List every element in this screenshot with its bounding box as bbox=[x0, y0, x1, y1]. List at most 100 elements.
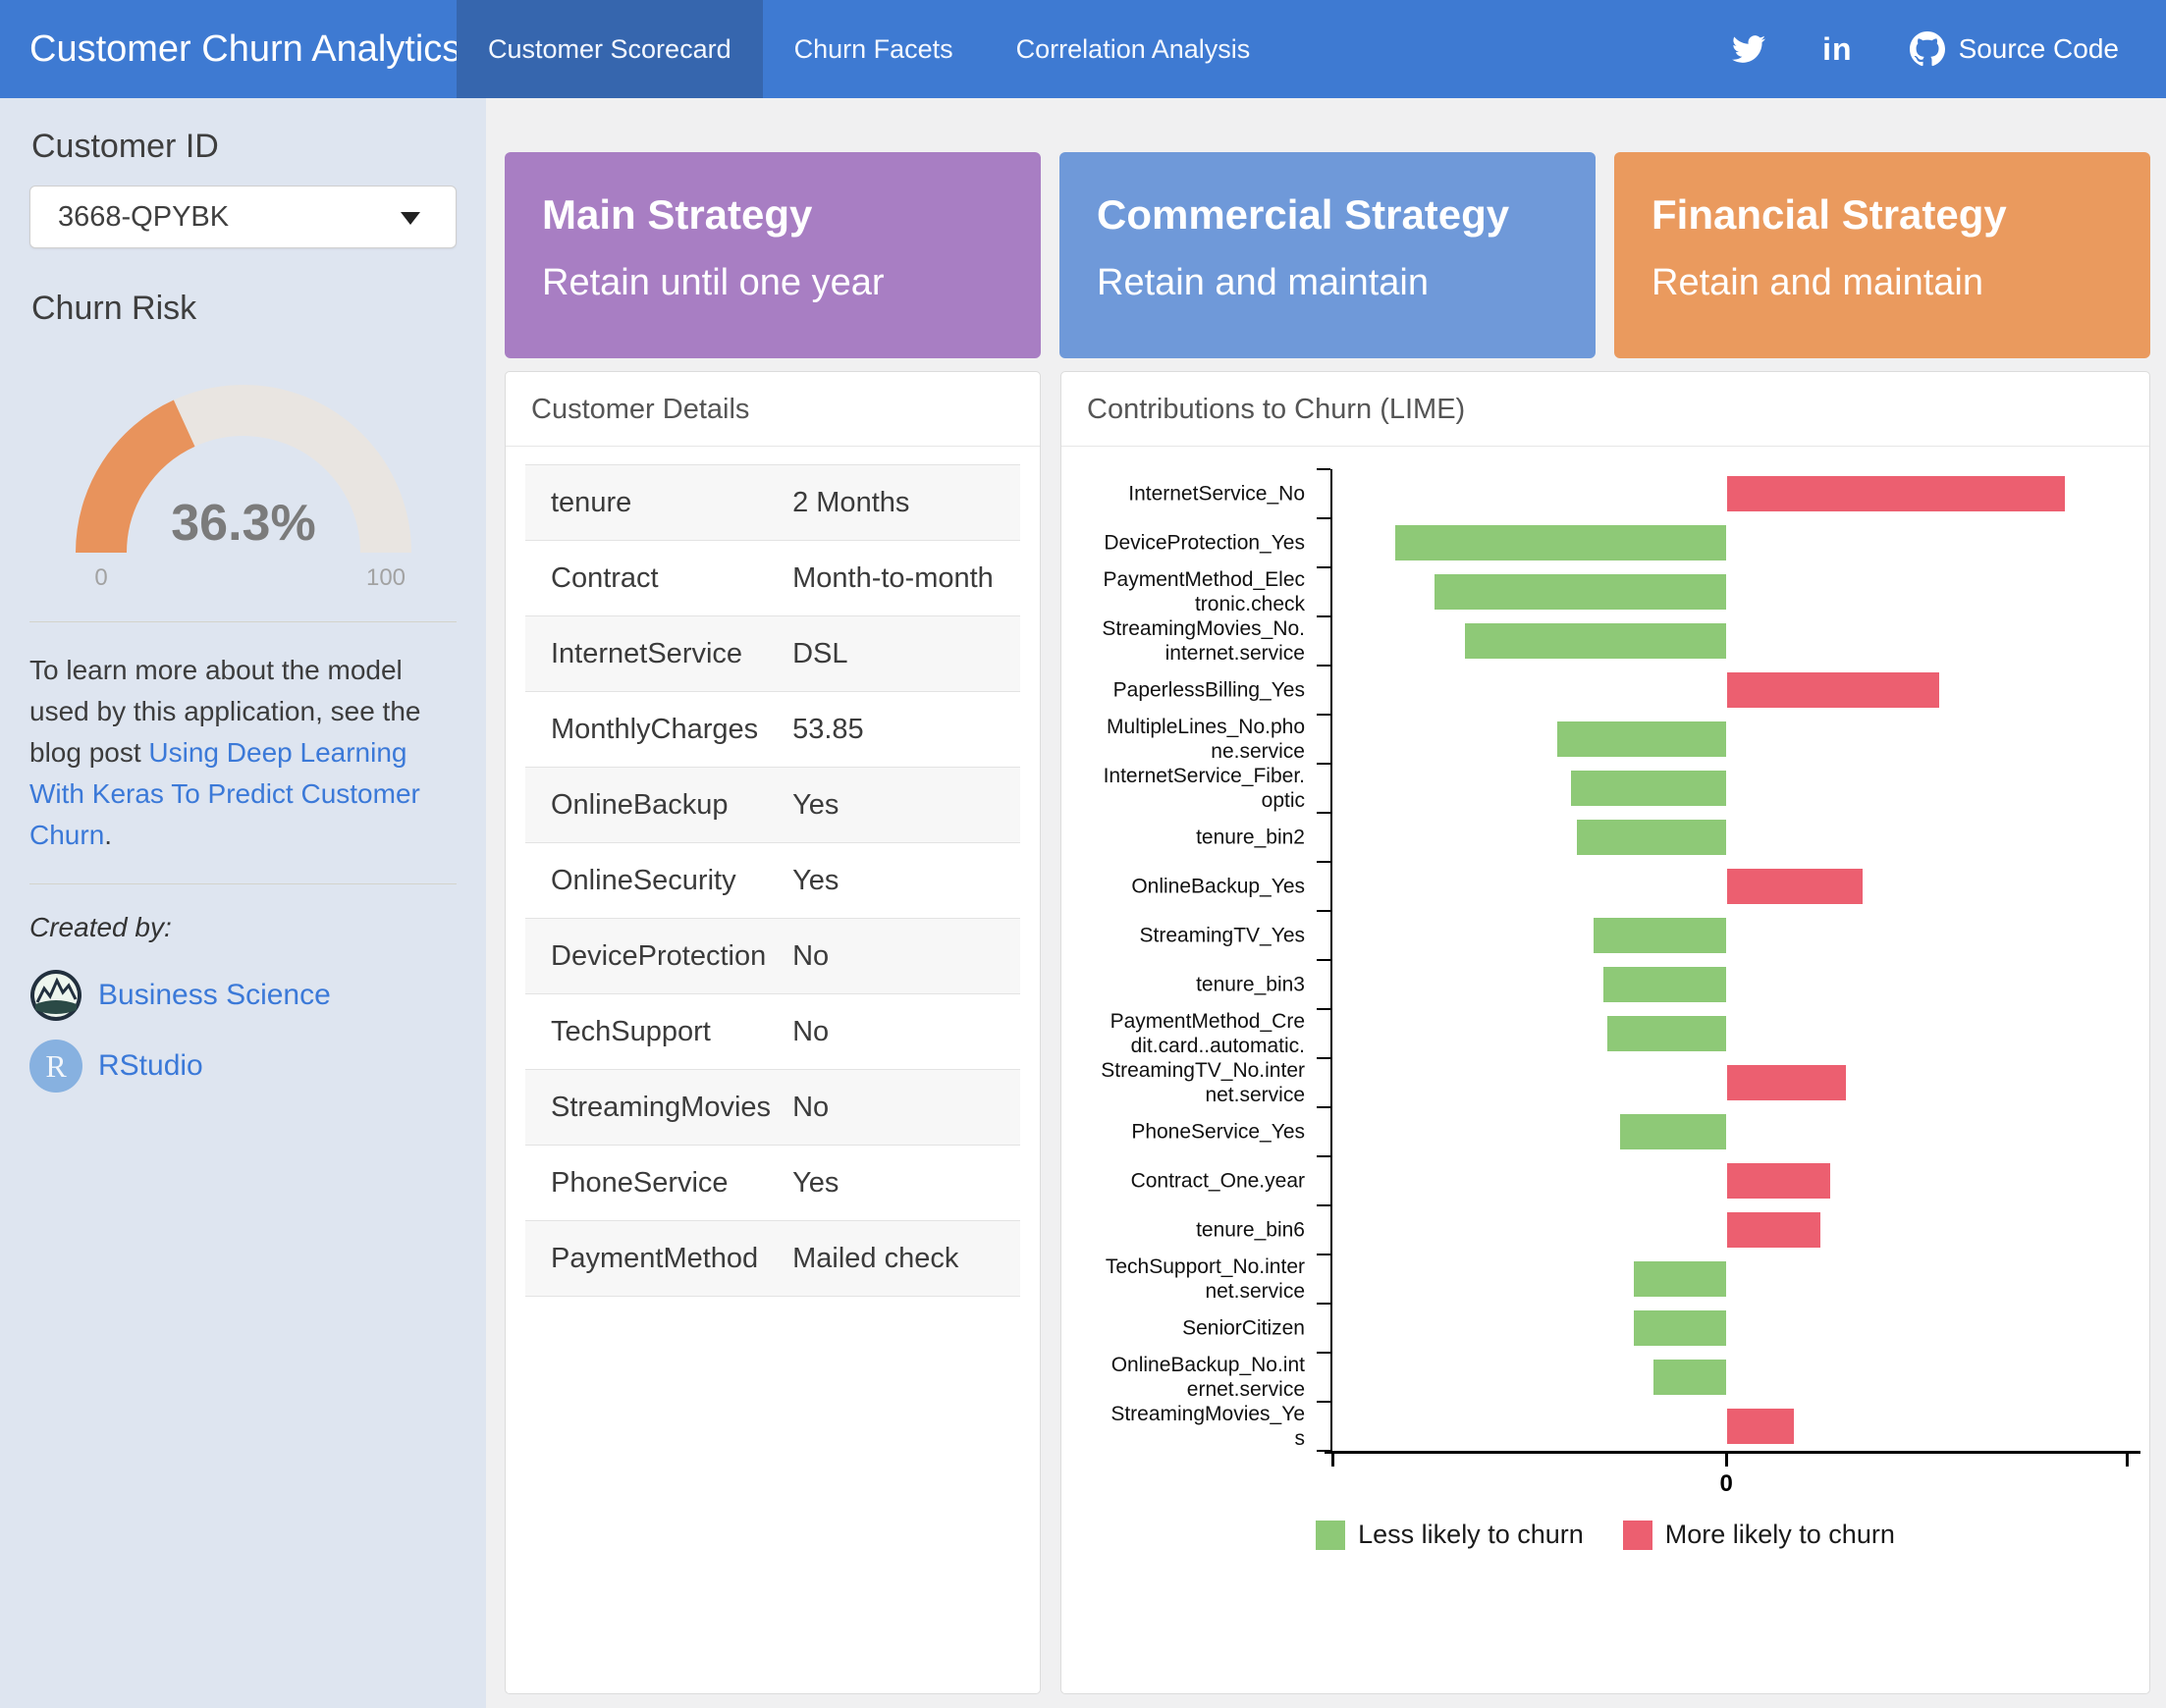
table-row-paymentmethod: PaymentMethod Mailed check bbox=[525, 1220, 1020, 1297]
customer-id-select[interactable]: 3668-QPYBK bbox=[29, 186, 457, 248]
twitter-link[interactable] bbox=[1732, 32, 1766, 66]
source-code-link[interactable]: Source Code bbox=[1909, 31, 2119, 67]
linkedin-icon: in bbox=[1822, 30, 1853, 67]
navbar-tabs: Customer Scorecard Churn Facets Correlatio… bbox=[457, 0, 1281, 98]
y-axis-tick bbox=[1317, 468, 1330, 470]
category-label-tenure-bin6: tenure_bin6 bbox=[1196, 1218, 1305, 1242]
field-value: No bbox=[792, 1015, 830, 1047]
business-science-link[interactable]: Business Science bbox=[98, 979, 331, 1011]
field-name: MonthlyCharges bbox=[551, 713, 759, 745]
about-text-before: To learn more about the model used by th… bbox=[29, 655, 421, 768]
category-label-phoneservice-yes: PhoneService_Yes bbox=[1131, 1120, 1305, 1144]
card-subtitle: Retain and maintain bbox=[1097, 262, 1429, 303]
panels-row: Customer Details tenure 2 Months Contract M… bbox=[505, 371, 2150, 1694]
y-axis-tick bbox=[1317, 566, 1330, 568]
bar-paymentmethod-electronic-check bbox=[1435, 574, 1727, 610]
blog-post-link[interactable]: Using Deep Learning With Keras To Predic… bbox=[29, 737, 420, 850]
source-code-label: Source Code bbox=[1958, 33, 2119, 64]
category-label-streamingtv-yes: StreamingTV_Yes bbox=[1139, 924, 1305, 947]
card-subtitle: Retain until one year bbox=[542, 262, 885, 303]
card-subtitle: Retain and maintain bbox=[1652, 262, 1983, 303]
gauge-min-label: 0 bbox=[94, 564, 107, 589]
y-axis-tick bbox=[1317, 763, 1330, 765]
table-row-phoneservice: PhoneService Yes bbox=[525, 1145, 1020, 1221]
about-text: To learn more about the model used by th… bbox=[29, 650, 457, 856]
field-name: TechSupport bbox=[551, 1015, 711, 1047]
field-name: PaymentMethod bbox=[551, 1242, 759, 1274]
y-axis bbox=[1330, 469, 1332, 1451]
bar-streamingmovies-no-internet-service bbox=[1464, 623, 1727, 659]
tab-customer-scorecard[interactable]: Customer Scorecard bbox=[457, 0, 763, 98]
y-axis-tick bbox=[1317, 714, 1330, 716]
y-axis-tick bbox=[1317, 517, 1330, 519]
table-row-tenure: tenure 2 Months bbox=[525, 464, 1020, 541]
business-science-logo bbox=[29, 969, 82, 1022]
table-row-deviceprotection: DeviceProtection No bbox=[525, 918, 1020, 994]
field-value: Month-to-month bbox=[792, 561, 994, 594]
y-axis-tick bbox=[1317, 1303, 1330, 1305]
bar-tenure-bin6 bbox=[1727, 1212, 1820, 1248]
category-label-paperlessbilling-yes: PaperlessBilling_Yes bbox=[1112, 678, 1305, 702]
legend-label: Less likely to churn bbox=[1358, 1520, 1584, 1549]
field-value: No bbox=[792, 1091, 830, 1123]
strategy-cards: Main Strategy Retain until one year Commer… bbox=[505, 152, 2150, 358]
card-title: Financial Strategy bbox=[1652, 191, 2007, 238]
churn-risk-label: Churn Risk bbox=[31, 290, 197, 327]
bar-streamingtv-yes bbox=[1594, 918, 1727, 953]
legend-item-less-likely-to-churn: Less likely to churn bbox=[1316, 1520, 1584, 1550]
linkedin-link[interactable]: in bbox=[1822, 31, 1852, 68]
chart-legend: Less likely to churn More likely to churn bbox=[1061, 1520, 2149, 1550]
bar-streamingtv-no-internet-service bbox=[1727, 1065, 1847, 1100]
field-value: Yes bbox=[792, 864, 839, 896]
y-axis-tick bbox=[1317, 861, 1330, 863]
y-axis-tick bbox=[1317, 1401, 1330, 1403]
sidebar-divider bbox=[29, 883, 457, 884]
y-axis-tick bbox=[1317, 615, 1330, 617]
legend-label: More likely to churn bbox=[1664, 1520, 1895, 1549]
customer-details-panel: Customer Details tenure 2 Months Contract M… bbox=[505, 371, 1041, 1694]
bar-paperlessbilling-yes bbox=[1727, 672, 1939, 708]
table-row-onlinebackup: OnlineBackup Yes bbox=[525, 767, 1020, 843]
rstudio-link[interactable]: RStudio bbox=[98, 1049, 203, 1082]
field-name: PhoneService bbox=[551, 1166, 729, 1199]
tab-correlation-analysis[interactable]: Correlation Analysis bbox=[1015, 34, 1251, 64]
category-label-multiplelines-no-phone-service: MultipleLines_No.phone.service bbox=[1107, 716, 1305, 763]
table-row-contract: Contract Month-to-month bbox=[525, 540, 1020, 616]
card-commercial-strategy: Commercial Strategy Retain and maintain bbox=[1059, 152, 1596, 358]
y-axis-tick bbox=[1317, 959, 1330, 961]
category-label-onlinebackup-yes: OnlineBackup_Yes bbox=[1131, 875, 1305, 898]
field-value: No bbox=[792, 939, 830, 972]
category-label-contract-one-year: Contract_One.year bbox=[1130, 1169, 1305, 1193]
x-axis-tick bbox=[1725, 1454, 1729, 1467]
navbar-links: in Source Code bbox=[1732, 0, 2166, 98]
github-icon bbox=[1909, 31, 1945, 67]
x-tick-label-zero: 0 bbox=[1719, 1470, 1733, 1497]
category-label-paymentmethod-electronic-check: PaymentMethod_Electronic.check bbox=[1103, 568, 1305, 615]
field-value: 53.85 bbox=[792, 713, 864, 745]
lime-bar-chart: InternetService_No DeviceProtection_Yes Pa… bbox=[1061, 447, 2149, 1693]
sidebar-divider bbox=[29, 621, 457, 622]
category-label-tenure-bin3: tenure_bin3 bbox=[1196, 973, 1305, 996]
app-title: Customer Churn Analytics bbox=[29, 28, 461, 70]
bar-internetservice-no bbox=[1727, 476, 2065, 511]
bar-internetservice-fiber-optic bbox=[1570, 771, 1727, 806]
customer-id-label: Customer ID bbox=[31, 128, 219, 165]
bar-phoneservice-yes bbox=[1620, 1114, 1727, 1149]
bar-tenure-bin3 bbox=[1603, 967, 1727, 1002]
bar-tenure-bin2 bbox=[1577, 820, 1727, 855]
chevron-down-icon bbox=[401, 212, 420, 225]
category-label-internetservice-fiber-optic: InternetService_Fiber.optic bbox=[1103, 765, 1305, 812]
y-axis-tick bbox=[1317, 1352, 1330, 1354]
card-title: Main Strategy bbox=[542, 191, 813, 238]
category-label-onlinebackup-no-internet-service: OnlineBackup_No.internet.service bbox=[1110, 1354, 1305, 1401]
table-row-monthlycharges: MonthlyCharges 53.85 bbox=[525, 691, 1020, 768]
category-label-paymentmethod-credit-card-automatic: PaymentMethod_Credit.card..automatic. bbox=[1110, 1010, 1305, 1057]
gauge-max-label: 100 bbox=[365, 564, 405, 589]
tab-churn-facets[interactable]: Churn Facets bbox=[793, 34, 953, 64]
field-name: StreamingMovies bbox=[551, 1091, 772, 1123]
bar-onlinebackup-yes bbox=[1727, 869, 1864, 904]
credit-business-science: Business Science bbox=[29, 969, 457, 1022]
legend-swatch-positive bbox=[1622, 1520, 1652, 1550]
bar-techsupport-no-internet-service bbox=[1633, 1261, 1727, 1297]
field-value: Yes bbox=[792, 1166, 839, 1199]
